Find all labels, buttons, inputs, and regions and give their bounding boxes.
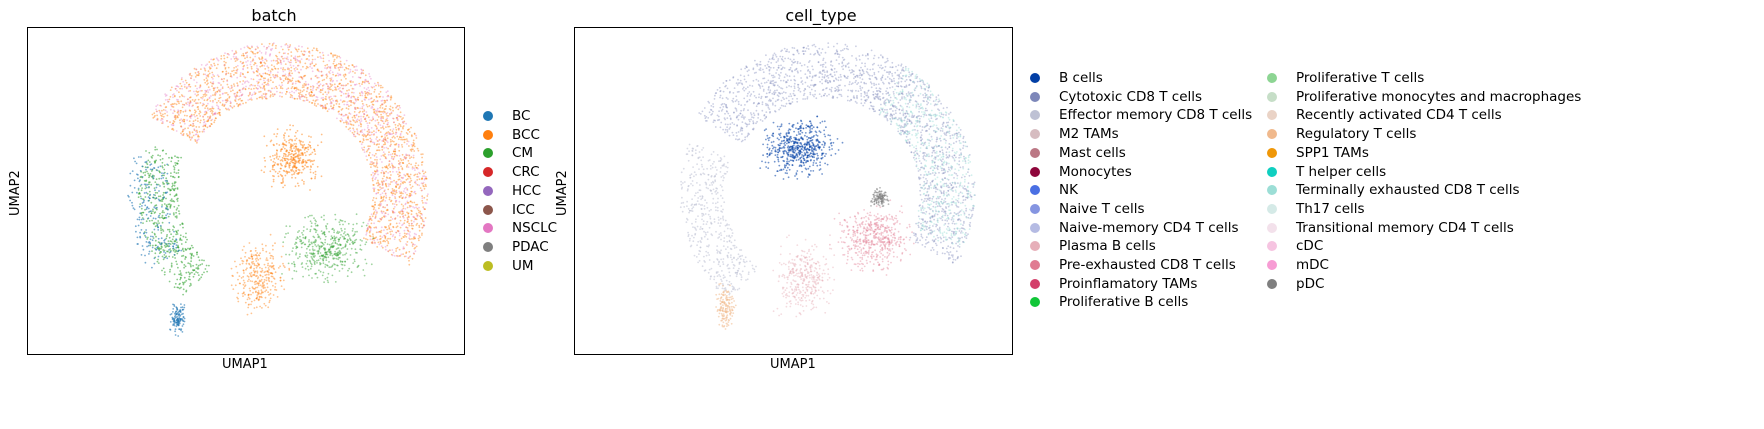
legend-marker — [1267, 91, 1277, 102]
legend-label: cDC — [1296, 238, 1324, 255]
cell-type-x-axis-label: UMAP1 — [770, 357, 816, 372]
legend-marker — [1267, 278, 1277, 289]
legend-marker — [483, 260, 493, 271]
legend-label: PDAC — [512, 238, 549, 255]
cell-type-y-axis-label: UMAP2 — [555, 170, 570, 216]
legend-marker — [1030, 297, 1040, 308]
legend-label: B cells — [1059, 70, 1103, 86]
cloud-pre-exhausted — [829, 199, 915, 276]
legend-label: CRC — [512, 164, 540, 181]
legend-marker — [1030, 147, 1040, 158]
legend-label: UM — [512, 257, 534, 274]
cloud-left-arc — [679, 143, 757, 296]
legend-label: Transitional memory CD4 T cells — [1296, 219, 1514, 236]
legend-label: ICC — [512, 201, 535, 218]
legend-marker — [1267, 147, 1277, 158]
batch-panel-title: batch — [251, 6, 297, 25]
legend-label: Proliferative monocytes and macrophages — [1296, 88, 1582, 105]
legend-marker — [1267, 203, 1277, 214]
legend-marker — [483, 148, 493, 159]
legend-marker — [1267, 185, 1277, 196]
cloud-outer-arc-pink — [155, 42, 429, 259]
cloud-plasma — [772, 234, 836, 318]
legend-marker — [483, 223, 493, 234]
legend-marker — [1030, 203, 1040, 214]
legend-marker — [483, 185, 493, 196]
legend-marker — [1030, 260, 1040, 270]
legend-label: BC — [512, 108, 531, 124]
legend-label: pDC — [1296, 275, 1325, 292]
cloud-outer-arc — [698, 42, 976, 264]
batch-umap-scatter — [127, 42, 429, 337]
legend-label: SPP1 TAMs — [1296, 144, 1369, 161]
legend-label: Cytotoxic CD8 T cells — [1059, 88, 1203, 105]
cloud-b-cells — [759, 115, 844, 180]
legend-marker — [483, 111, 493, 121]
legend-marker — [1030, 129, 1040, 140]
batch-umap-plot — [27, 27, 465, 355]
legend-marker — [1267, 129, 1277, 140]
legend-marker — [483, 129, 493, 140]
cloud-lower-right — [281, 213, 375, 284]
legend-marker — [1030, 166, 1040, 177]
legend-label: Th17 cells — [1296, 200, 1365, 217]
legend-label: Terminally exhausted CD8 T cells — [1296, 182, 1520, 199]
legend-label: Effector memory CD8 T cells — [1059, 107, 1253, 124]
cell-type-panel-title: cell_type — [785, 6, 857, 25]
legend-marker — [1030, 222, 1040, 233]
cell-type-umap-plot — [574, 27, 1013, 355]
legend-label: NSCLC — [512, 220, 558, 237]
cloud-lower-left — [230, 233, 291, 316]
cloud-left-edge — [127, 156, 183, 269]
cloud-outer-arc-teal — [879, 67, 976, 246]
legend-label: Proliferative T cells — [1296, 70, 1425, 86]
legend-marker — [1030, 110, 1040, 121]
legend-label: Pre-exhausted CD8 T cells — [1059, 257, 1236, 273]
legend-marker — [1267, 222, 1277, 233]
legend-label: Regulatory T cells — [1296, 126, 1417, 143]
legend-marker — [1030, 73, 1040, 83]
legend-marker — [1267, 110, 1277, 121]
legend-label: M2 TAMs — [1059, 126, 1119, 143]
legend-label: mDC — [1296, 257, 1329, 273]
legend-marker — [1030, 278, 1040, 289]
legend-marker — [1267, 73, 1277, 83]
legend-label: Mast cells — [1059, 144, 1126, 161]
legend-marker — [1267, 241, 1277, 252]
cloud-pdc — [870, 186, 890, 208]
legend-label: HCC — [512, 182, 542, 199]
legend-marker — [1267, 260, 1277, 270]
legend-label: Proinflamatory TAMs — [1059, 275, 1198, 292]
legend-label: Naive-memory CD4 T cells — [1059, 219, 1239, 236]
legend-marker — [483, 204, 493, 215]
cloud-outer-arc — [151, 42, 429, 266]
cloud-center — [260, 124, 323, 191]
legend-label: NK — [1059, 182, 1078, 199]
legend-label: BCC — [512, 126, 540, 143]
batch-y-axis-label: UMAP2 — [8, 170, 23, 216]
legend-label: Naive T cells — [1059, 200, 1145, 217]
legend-marker — [1030, 185, 1040, 196]
cloud-tail — [715, 282, 737, 330]
legend-label: Plasma B cells — [1059, 238, 1156, 255]
legend-marker — [483, 167, 493, 178]
legend-marker — [1030, 241, 1040, 252]
batch-x-axis-label: UMAP1 — [222, 357, 268, 372]
legend-label: Proliferative B cells — [1059, 294, 1189, 311]
cloud-tail — [169, 303, 186, 337]
legend-label: Monocytes — [1059, 163, 1132, 180]
legend-marker — [483, 241, 493, 252]
cloud-left-arc — [137, 146, 210, 296]
legend-marker — [1267, 166, 1277, 177]
legend-label: CM — [512, 145, 534, 162]
legend-marker — [1030, 91, 1040, 102]
legend-label: T helper cells — [1296, 163, 1387, 180]
legend-label: Recently activated CD4 T cells — [1296, 107, 1502, 124]
cell-type-umap-scatter — [679, 42, 976, 330]
